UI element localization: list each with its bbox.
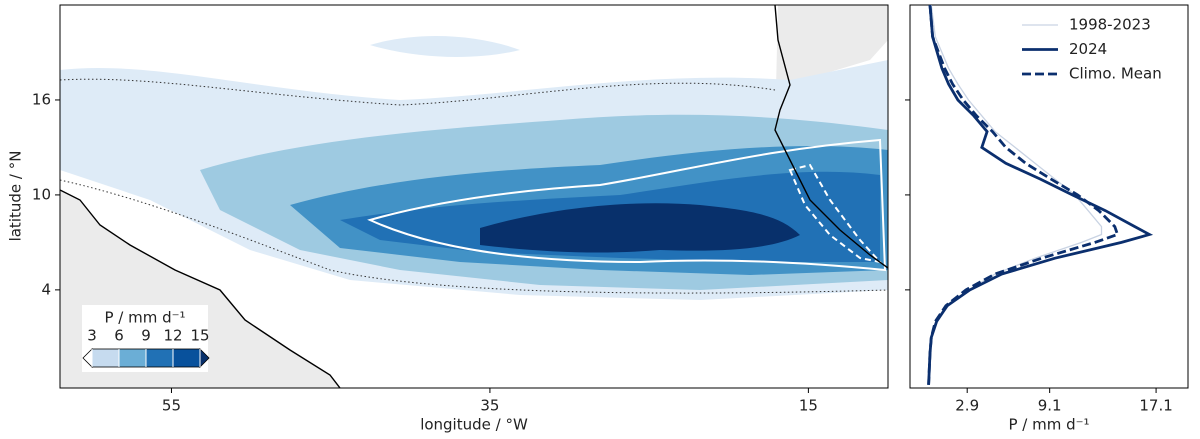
colorbar-tick-label: 15: [190, 327, 209, 345]
profile-lines: [927, 5, 1154, 385]
precip-max: [480, 203, 800, 253]
legend-label: 1998-2023: [1069, 16, 1151, 34]
precip-low: [370, 35, 520, 57]
map-field: [60, 5, 888, 388]
map-frame: [59, 4, 889, 389]
x-tick-label: 55: [162, 397, 181, 415]
colorbar-segment: [119, 349, 146, 367]
x-axis-label: P / mm d⁻¹: [1008, 416, 1089, 434]
colorbar-tick-label: 9: [141, 327, 151, 345]
land: [775, 5, 888, 130]
contour-dotted: [60, 179, 888, 294]
coastline: [60, 189, 341, 388]
y-axis-label: latitude / °N: [7, 151, 25, 242]
y-tick-label: 16: [32, 90, 51, 108]
x-tick-label: 17.1: [1139, 397, 1172, 415]
colorbar-segment: [92, 349, 119, 367]
colorbar-segment: [146, 349, 173, 367]
colorbar-label: P / mm d⁻¹: [104, 309, 185, 327]
x-tick-label: 2.9: [955, 397, 979, 415]
y-tick-label: 4: [41, 280, 51, 298]
x-tick-label: 9.1: [1038, 397, 1062, 415]
x-tick-label: 35: [480, 397, 499, 415]
colorbar-segment: [173, 349, 200, 367]
profile-line: [927, 5, 1154, 385]
x-axis-label: longitude / °W: [420, 416, 528, 434]
contour-dotted: [60, 78, 776, 106]
itcz-contour: [367, 138, 887, 272]
x-tick-label: 15: [799, 397, 818, 415]
profile-frame: [909, 4, 1189, 389]
legend-label: 2024: [1069, 40, 1107, 58]
legend-label: Climo. Mean: [1069, 65, 1162, 83]
colorbar-tick-label: 12: [163, 327, 182, 345]
coastline: [774, 5, 888, 269]
colorbar-tick-label: 6: [114, 327, 124, 345]
colorbar-tick-label: 3: [87, 327, 97, 345]
y-tick-label: 10: [32, 185, 51, 203]
profile-line: [927, 5, 1120, 385]
